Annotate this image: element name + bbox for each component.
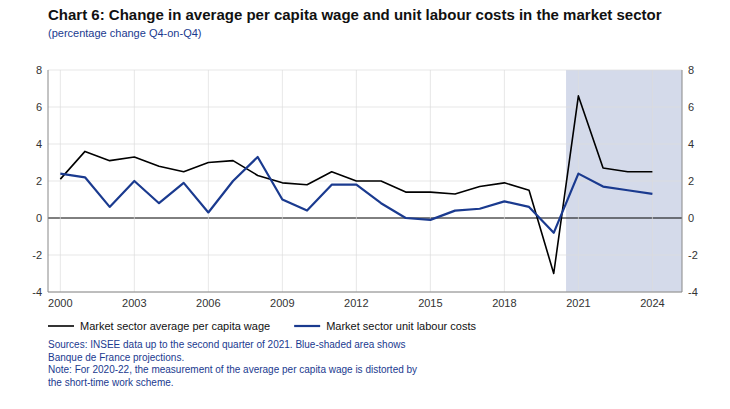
y-tick-label: 6 xyxy=(36,101,42,113)
legend-swatch xyxy=(48,325,74,327)
x-grid xyxy=(652,70,653,292)
x-grid xyxy=(208,70,209,292)
note: Sources: INSEE data up to the second qua… xyxy=(48,339,405,350)
y-grid xyxy=(48,144,682,145)
y2-axis xyxy=(682,70,683,292)
x-grid xyxy=(60,70,61,292)
y-tick-label: -2 xyxy=(32,249,42,261)
series-line xyxy=(60,96,652,274)
y-grid xyxy=(48,70,682,71)
y-tick-label: -4 xyxy=(32,286,42,298)
y-tick-label: 8 xyxy=(36,64,42,76)
x-tick-label: 2018 xyxy=(492,297,516,309)
y-grid xyxy=(48,292,682,293)
legend-label: Market sector average per capita wage xyxy=(80,320,270,332)
x-tick-label: 2015 xyxy=(418,297,442,309)
y-grid xyxy=(48,218,682,219)
y-axis xyxy=(48,70,49,292)
x-grid xyxy=(282,70,283,292)
legend-swatch xyxy=(294,325,320,327)
y2-tick-label: 0 xyxy=(688,212,694,224)
y-tick-label: 0 xyxy=(36,212,42,224)
chart: Chart 6: Change in average per capita wa… xyxy=(0,0,730,409)
subtitle: (percentage change Q4-on-Q4) xyxy=(48,27,201,39)
legend-label: Market sector unit labour costs xyxy=(326,320,476,332)
y2-tick-label: -4 xyxy=(688,286,698,298)
y2-tick-label: 2 xyxy=(688,175,694,187)
y2-tick-label: 4 xyxy=(688,138,694,150)
title-line: Chart 6: Change in average per capita wa… xyxy=(48,6,662,23)
x-axis xyxy=(48,292,682,293)
note: Banque de France projections. xyxy=(48,352,184,363)
x-tick-label: 2006 xyxy=(196,297,220,309)
x-tick-label: 2024 xyxy=(640,297,664,309)
note: the short-time work scheme. xyxy=(48,377,174,388)
y-grid xyxy=(48,255,682,256)
y2-tick-label: 6 xyxy=(688,101,694,113)
series-line xyxy=(60,157,652,233)
x-tick-label: 2000 xyxy=(48,297,72,309)
y-tick-label: 2 xyxy=(36,175,42,187)
title: Chart 6: Change in average per capita wa… xyxy=(48,6,662,23)
x-grid xyxy=(430,70,431,292)
note: Note: For 2020-22, the measurement of th… xyxy=(48,364,417,375)
y-tick-label: 4 xyxy=(36,138,42,150)
x-grid xyxy=(504,70,505,292)
y2-tick-label: -2 xyxy=(688,249,698,261)
x-tick-label: 2012 xyxy=(344,297,368,309)
x-tick-label: 2021 xyxy=(566,297,590,309)
x-tick-label: 2009 xyxy=(270,297,294,309)
x-tick-label: 2003 xyxy=(122,297,146,309)
lines xyxy=(60,96,652,274)
y-grid xyxy=(48,107,682,108)
y2-tick-label: 8 xyxy=(688,64,694,76)
